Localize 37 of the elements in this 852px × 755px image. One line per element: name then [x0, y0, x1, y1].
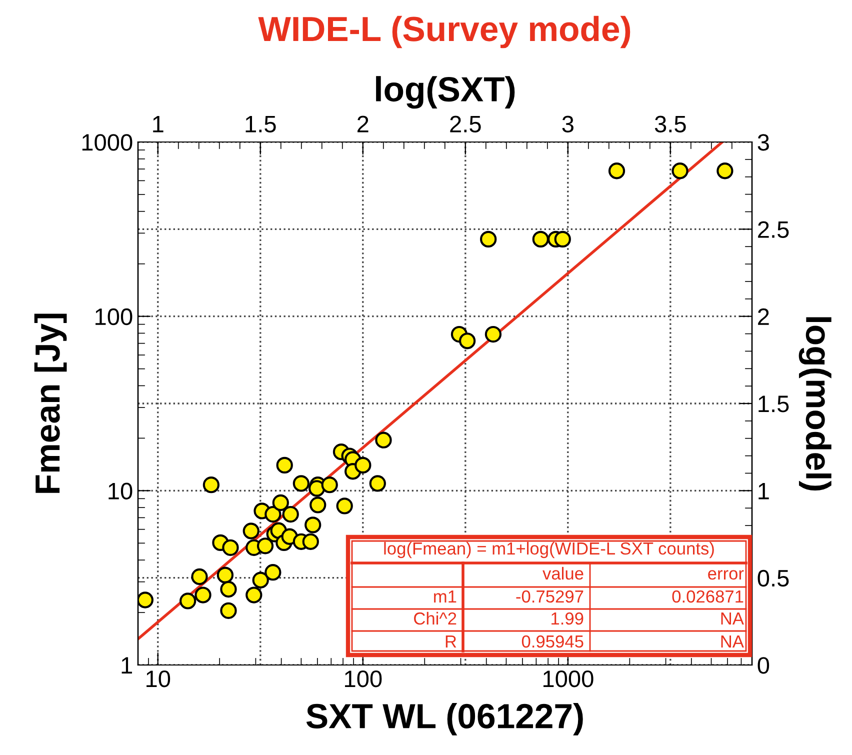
- x2-tick-label: 1: [153, 116, 164, 132]
- annotation: NA: [721, 636, 744, 648]
- x-axis-title: SXT WL (061227): [306, 702, 583, 736]
- annotation: R: [446, 636, 456, 648]
- x2-tick-label: 3.5: [654, 116, 686, 132]
- y-tick-label: 10: [108, 482, 132, 500]
- y2-tick-label: 2.5: [758, 221, 789, 238]
- x2-tick-label: 2: [358, 116, 368, 132]
- y2-tick-label: 0.5: [758, 570, 789, 587]
- x2-tick-label: 1.5: [246, 116, 276, 132]
- y2-tick-label: 1: [758, 482, 769, 500]
- chart-title: WIDE-L (Survey mode): [258, 16, 630, 48]
- y2-tick-label: 0: [758, 657, 770, 674]
- y2-tick-label: 2: [758, 308, 769, 325]
- annotation: 1.99: [552, 612, 584, 625]
- x-tick-label: 1000: [543, 670, 594, 688]
- x2-tick-label: 2.5: [450, 116, 481, 132]
- annotation: NA: [721, 612, 744, 624]
- annotation: 0.95945: [522, 635, 584, 648]
- annotation: error: [708, 570, 744, 580]
- annotation: value: [542, 566, 584, 580]
- y2-tick-label: 1.5: [758, 396, 789, 412]
- annotation: m1: [434, 590, 456, 602]
- x2-tick-label: 3: [562, 116, 574, 132]
- y2-axis-title: log(model): [798, 317, 832, 490]
- annotation: -0.75297: [516, 590, 584, 603]
- y-axis-title: Fmean [Jy]: [34, 314, 67, 493]
- y-tick-label: 1: [122, 657, 132, 674]
- y2-tick-label: 3: [758, 134, 769, 151]
- x-tick-label: 100: [345, 670, 382, 688]
- y-tick-label: 100: [96, 308, 132, 326]
- x-tick-label: 10: [146, 670, 170, 688]
- y-tick-label: 1000: [82, 134, 132, 151]
- annotation: Chi^2: [414, 612, 456, 625]
- annotation: log(Fmean) = m1+log(WIDE-L SXT counts): [384, 542, 714, 558]
- x2-axis-title: log(SXT): [376, 76, 515, 109]
- annotation: 0.026871: [672, 590, 744, 603]
